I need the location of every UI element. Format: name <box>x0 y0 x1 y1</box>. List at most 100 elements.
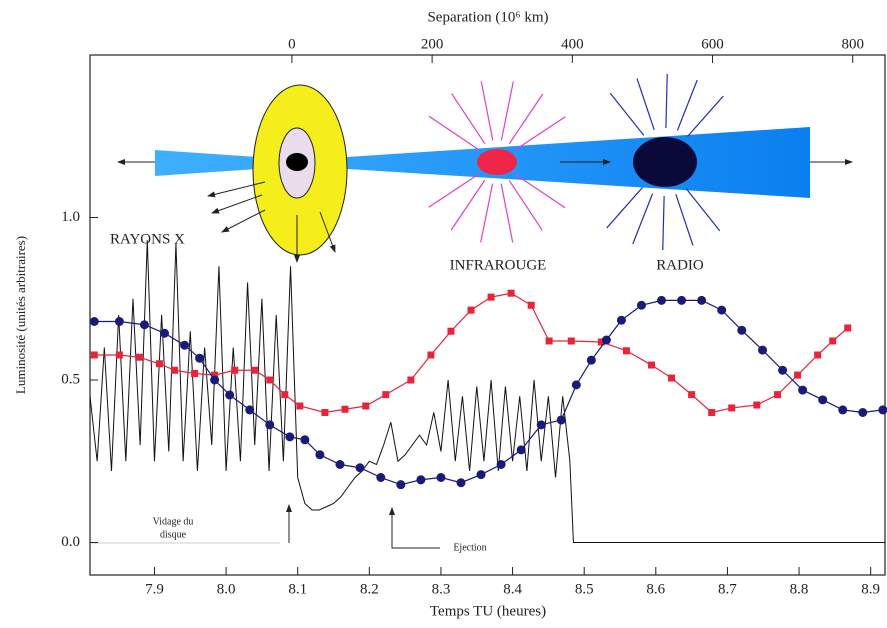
series-line <box>89 240 885 543</box>
ray <box>428 173 479 208</box>
ray <box>675 194 694 246</box>
point <box>688 391 696 399</box>
point <box>231 366 239 374</box>
point <box>456 478 466 488</box>
point <box>251 366 259 374</box>
point <box>210 375 220 385</box>
point <box>636 300 646 310</box>
point <box>114 317 124 326</box>
x-tick-label: 8.5 <box>575 581 594 597</box>
ray <box>480 183 494 243</box>
ray <box>500 183 514 243</box>
ray <box>451 93 486 144</box>
point <box>717 305 727 315</box>
point <box>858 408 868 417</box>
ray <box>632 193 654 245</box>
point <box>601 335 611 345</box>
annotation: disque <box>160 529 187 540</box>
ray <box>450 179 486 231</box>
top-axis-title: Separation (10⁶ km) <box>427 9 548 25</box>
x-tick-label: 8.9 <box>861 581 880 597</box>
x2-tick-label: 0 <box>288 36 296 52</box>
point <box>496 460 506 469</box>
y-tick-label: 1.0 <box>61 209 80 225</box>
point <box>697 295 707 305</box>
point <box>467 306 475 314</box>
point <box>265 420 275 430</box>
point <box>159 328 169 338</box>
point <box>556 415 566 425</box>
ray <box>636 78 655 130</box>
point <box>90 351 98 359</box>
point <box>798 385 808 395</box>
point <box>878 405 887 415</box>
point <box>586 355 596 365</box>
point <box>536 420 546 430</box>
point <box>487 293 495 301</box>
x2-tick-label: 800 <box>842 36 865 52</box>
point <box>778 365 788 375</box>
point <box>195 353 205 363</box>
point <box>355 463 365 473</box>
annotation: Ejection <box>453 542 486 553</box>
point <box>476 470 486 480</box>
point <box>382 391 390 399</box>
point <box>844 324 852 332</box>
point <box>135 353 143 361</box>
x2-tick-label: 200 <box>421 36 444 52</box>
ray <box>508 180 543 231</box>
point <box>516 445 526 455</box>
y-axis-label: Luminosité (unités arbitraires) <box>13 236 28 394</box>
point <box>285 432 295 442</box>
point <box>758 345 768 355</box>
annotation: RADIO <box>656 257 704 273</box>
point <box>396 480 406 490</box>
x-tick-label: 8.3 <box>432 581 451 597</box>
ray <box>665 74 668 129</box>
ray <box>428 115 480 151</box>
point <box>362 402 370 410</box>
point <box>376 473 386 482</box>
point <box>814 351 822 359</box>
point <box>447 327 455 335</box>
x-tick-label: 8.7 <box>718 581 737 597</box>
point <box>567 337 575 345</box>
point <box>427 351 435 359</box>
point <box>507 289 515 297</box>
y-tick-label: 0.5 <box>61 371 80 387</box>
point <box>407 376 415 384</box>
point <box>225 390 235 400</box>
point <box>774 391 782 399</box>
point <box>171 366 179 374</box>
point <box>527 301 535 309</box>
point <box>818 395 828 405</box>
ray <box>606 187 643 229</box>
point <box>191 370 199 377</box>
ray <box>662 195 665 250</box>
x-tick-label: 8.1 <box>288 581 307 597</box>
point <box>300 435 310 445</box>
ray <box>676 79 698 131</box>
point <box>657 295 667 305</box>
point <box>829 337 837 345</box>
point <box>838 405 848 415</box>
point <box>648 361 656 369</box>
point <box>622 347 630 355</box>
x-tick-label: 8.4 <box>503 581 522 597</box>
point <box>416 475 426 485</box>
point <box>708 409 716 416</box>
point <box>180 340 190 350</box>
x-tick-label: 8.8 <box>790 581 809 597</box>
x2-tick-label: 400 <box>561 36 584 52</box>
annotation: RAYONS X <box>110 231 185 247</box>
point <box>281 391 289 399</box>
point <box>753 401 761 409</box>
x-tick-label: 7.9 <box>145 581 164 597</box>
x2-tick-label: 600 <box>701 36 724 52</box>
point <box>794 371 802 379</box>
jet-diagram <box>117 74 853 263</box>
point <box>139 320 149 330</box>
point <box>737 325 747 335</box>
point <box>315 450 325 460</box>
